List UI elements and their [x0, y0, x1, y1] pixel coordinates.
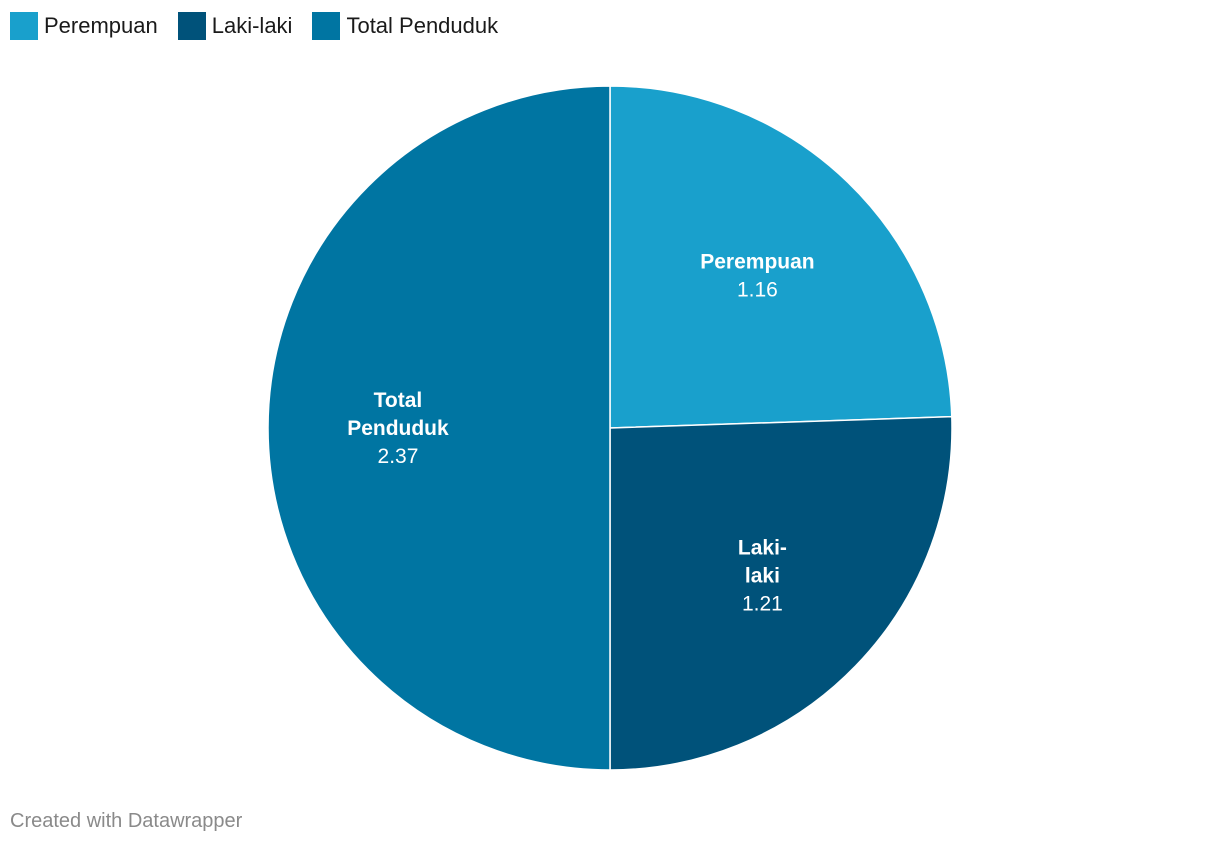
legend-label-total-penduduk: Total Penduduk: [346, 13, 499, 38]
slice-label-name-total-penduduk: Total: [374, 389, 423, 412]
slice-label-total-penduduk: Total Penduduk 2.37: [347, 389, 449, 468]
legend-label-perempuan: Perempuan: [44, 13, 158, 38]
footer-credit: Created with Datawrapper: [10, 810, 243, 832]
pie-slice-laki-laki: [609, 415, 953, 771]
slice-label-value-total-penduduk: 2.37: [378, 445, 419, 468]
slice-label-laki-laki: Laki-laki 1.21: [738, 536, 787, 615]
pie-slice-perempuan: [609, 85, 953, 429]
slice-label-name-laki-laki: laki: [745, 564, 780, 587]
pie-slice-total-penduduk: [267, 85, 611, 771]
legend-item-total-penduduk: Total Penduduk: [312, 12, 498, 40]
legend-swatch-total-penduduk: [312, 12, 341, 40]
slice-label-perempuan: Perempuan 1.16: [700, 251, 814, 302]
legend-item-perempuan: Perempuan: [10, 12, 158, 40]
slice-label-name-laki-laki: Laki-: [738, 536, 787, 559]
slice-label-value-laki-laki: 1.21: [742, 592, 783, 615]
slice-label-name-perempuan: Perempuan: [700, 251, 814, 274]
legend-item-laki-laki: Laki-laki: [177, 12, 293, 40]
legend-label-laki-laki: Laki-laki: [211, 13, 293, 38]
legend-swatch-perempuan: [10, 12, 38, 40]
slice-label-name-total-penduduk: Penduduk: [347, 417, 449, 440]
slice-label-value-perempuan: 1.16: [737, 279, 778, 302]
legend: Perempuan Laki-laki Total Penduduk: [10, 12, 518, 40]
legend-swatch-laki-laki: [177, 12, 206, 40]
